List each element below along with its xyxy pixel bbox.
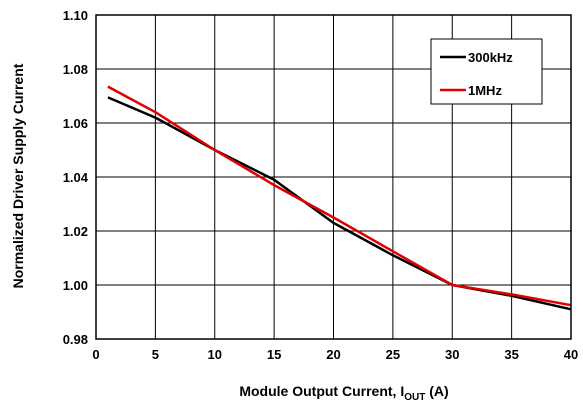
legend: 300kHz 1MHz (430, 38, 543, 105)
legend-box (430, 38, 543, 105)
grid-lines (95, 14, 572, 340)
x-tick-label: 35 (504, 347, 518, 362)
series-line-1mhz (107, 85, 572, 307)
y-tick-label: 1.06 (63, 116, 88, 131)
y-tick-label: 1.10 (63, 8, 88, 23)
y-tick-label: 1.02 (63, 224, 88, 239)
series-line-300khz (107, 96, 572, 311)
x-tick-labels: 0 5 10 15 20 25 30 35 40 (92, 347, 578, 362)
x-tick-label: 10 (208, 347, 222, 362)
x-axis-title-subscript: OUT (404, 392, 425, 403)
y-tick-labels: 0.98 1.00 1.02 1.04 1.06 1.08 1.10 (63, 8, 89, 347)
x-tick-label: 20 (326, 347, 340, 362)
y-tick-label: 0.98 (63, 332, 88, 347)
y-tick-label: 1.04 (63, 170, 89, 185)
y-tick-label: 1.08 (63, 62, 88, 77)
plot-frame (95, 14, 572, 340)
y-tick-label: 1.00 (63, 278, 88, 293)
legend-label-300khz: 300kHz (468, 50, 513, 65)
x-axis-title-main: Module Output Current, I (239, 383, 404, 399)
x-tick-label: 25 (386, 347, 400, 362)
x-tick-label: 0 (92, 347, 99, 362)
y-axis-title: Normalized Driver Supply Current (10, 63, 26, 288)
legend-label-1mhz: 1MHz (468, 83, 502, 98)
x-tick-label: 40 (564, 347, 578, 362)
x-tick-label: 15 (267, 347, 281, 362)
x-axis-title: Module Output Current, IOUT (A) (239, 383, 448, 403)
x-axis-title-unit: (A) (425, 383, 448, 399)
x-tick-label: 30 (445, 347, 459, 362)
series-layer (107, 85, 572, 311)
x-tick-label: 5 (152, 347, 159, 362)
